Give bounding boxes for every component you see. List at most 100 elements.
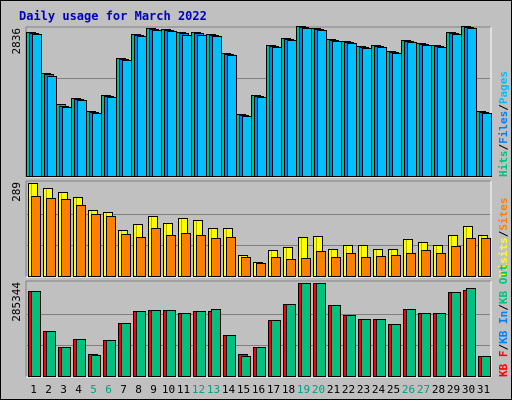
bar-sites-day-27 xyxy=(421,250,431,277)
bar-pages-day-6 xyxy=(107,97,117,177)
legend-entry-pages: Pages xyxy=(497,71,510,104)
bar-sites-day-6 xyxy=(106,216,116,277)
x-tick-label-day-9: 9 xyxy=(150,383,157,396)
bar-sites-day-4 xyxy=(76,205,86,277)
bar-sites-day-26 xyxy=(406,253,416,277)
x-axis-labels: 1 2 3 4 5 6 7 8 9 10 11 12 13 14 15 16 17 18 19 20 21 22 23 24 2… xyxy=(30,383,490,396)
bar-sites-day-20 xyxy=(316,251,326,277)
bar-pages-day-3 xyxy=(62,107,72,177)
x-tick-label-day-17: 17 xyxy=(267,383,280,396)
bar-kb-out-day-5 xyxy=(91,355,101,377)
bar-pages-day-26 xyxy=(407,42,417,177)
bar-pages-day-15 xyxy=(242,116,252,177)
x-tick-label-day-12: 12 xyxy=(192,383,205,396)
bar-pages-day-22 xyxy=(347,43,357,177)
bar-kb-out-day-29 xyxy=(451,292,461,377)
bar-kb-out-day-18 xyxy=(286,304,296,377)
bar-pages-day-4 xyxy=(77,100,87,177)
bar-sites-day-15 xyxy=(241,257,251,277)
bar-sites-day-5 xyxy=(91,214,101,277)
bar-kb-out-day-31 xyxy=(481,356,491,377)
x-tick-label-day-8: 8 xyxy=(135,383,142,396)
bar-pages-day-11 xyxy=(182,35,192,177)
x-tick-label-day-10: 10 xyxy=(162,383,175,396)
bar-kb-out-day-4 xyxy=(76,339,86,377)
bar-sites-day-22 xyxy=(346,253,356,277)
x-tick-label-day-21: 21 xyxy=(327,383,340,396)
bar-sites-day-3 xyxy=(61,199,71,277)
ymax-label-middle: 289 xyxy=(10,182,23,202)
x-tick-label-day-28: 28 xyxy=(432,383,445,396)
legend-bottom: KB F/KB In/KB Out xyxy=(497,264,510,377)
bar-kb-out-day-27 xyxy=(421,313,431,377)
bar-pages-day-17 xyxy=(272,47,282,177)
x-tick-label-day-25: 25 xyxy=(387,383,400,396)
x-tick-label-day-31: 31 xyxy=(477,383,490,396)
x-tick-label-day-26: 26 xyxy=(402,383,415,396)
x-tick-label-day-6: 6 xyxy=(105,383,112,396)
x-tick-label-day-29: 29 xyxy=(447,383,460,396)
bar-sites-day-19 xyxy=(301,258,311,277)
bar-sites-day-10 xyxy=(166,235,176,277)
bar-sites-day-13 xyxy=(211,238,221,277)
bar-sites-day-21 xyxy=(331,257,341,277)
x-tick-label-day-30: 30 xyxy=(462,383,475,396)
x-tick-label-day-1: 1 xyxy=(30,383,37,396)
bar-kb-out-day-30 xyxy=(466,288,476,377)
bar-sites-day-8 xyxy=(136,237,146,277)
bar-kb-out-day-20 xyxy=(316,283,326,377)
legend-middle: Visits/Sites xyxy=(497,198,510,278)
bar-kb-out-day-10 xyxy=(166,310,176,377)
bar-sites-day-28 xyxy=(436,253,446,277)
bar-sites-day-1 xyxy=(31,196,41,277)
bar-sites-day-16 xyxy=(256,263,266,277)
legend-separator: / xyxy=(497,304,510,311)
bar-kb-out-day-26 xyxy=(406,309,416,377)
bar-sites-day-29 xyxy=(451,246,461,277)
bar-pages-day-1 xyxy=(32,34,42,177)
x-tick-label-day-20: 20 xyxy=(312,383,325,396)
x-tick-label-day-27: 27 xyxy=(417,383,430,396)
x-tick-label-day-22: 22 xyxy=(342,383,355,396)
bar-pages-day-21 xyxy=(332,41,342,177)
legend-entry-kb-in: KB In xyxy=(497,311,510,344)
legend-separator: / xyxy=(497,230,510,237)
bar-kb-out-day-28 xyxy=(436,313,446,377)
x-tick-label-day-16: 16 xyxy=(252,383,265,396)
bar-kb-out-day-12 xyxy=(196,311,206,377)
bar-pages-day-25 xyxy=(392,53,402,177)
x-tick-label-day-5: 5 xyxy=(90,383,97,396)
bar-kb-out-day-3 xyxy=(61,347,71,377)
bar-pages-day-13 xyxy=(212,36,222,177)
ymax-label-bottom: 285344 xyxy=(10,282,23,322)
legend-entry-visits: Visits xyxy=(497,237,510,277)
legend-entry-files: Files xyxy=(497,111,510,144)
bar-pages-day-9 xyxy=(152,30,162,177)
bar-kb-out-day-25 xyxy=(391,324,401,377)
ymax-label-top: 2836 xyxy=(10,28,23,55)
bar-pages-day-16 xyxy=(257,97,267,177)
bar-kb-out-day-14 xyxy=(226,335,236,377)
bar-kb-out-day-1 xyxy=(31,291,41,377)
x-tick-label-day-18: 18 xyxy=(282,383,295,396)
legend-entry-kb-out: KB Out xyxy=(497,264,510,304)
bar-kb-out-day-13 xyxy=(211,309,221,377)
bar-sites-day-30 xyxy=(466,238,476,277)
bar-sites-day-18 xyxy=(286,259,296,277)
bar-kb-out-day-9 xyxy=(151,310,161,377)
legend-entry-kb-f: KB F xyxy=(497,351,510,378)
bar-pages-day-10 xyxy=(167,31,177,177)
legend-entry-hits: Hits xyxy=(497,151,510,178)
chart-title: Daily usage for March 2022 xyxy=(19,9,207,23)
bar-sites-day-31 xyxy=(481,238,491,277)
bar-pages-day-31 xyxy=(482,113,492,177)
x-tick-label-day-23: 23 xyxy=(357,383,370,396)
bar-kb-out-day-21 xyxy=(331,305,341,377)
bar-sites-day-2 xyxy=(46,198,56,277)
bar-sites-day-12 xyxy=(196,235,206,277)
bar-kb-out-day-8 xyxy=(136,311,146,377)
bar-kb-out-day-7 xyxy=(121,323,131,377)
bar-pages-day-12 xyxy=(197,35,207,177)
x-tick-label-day-24: 24 xyxy=(372,383,386,396)
